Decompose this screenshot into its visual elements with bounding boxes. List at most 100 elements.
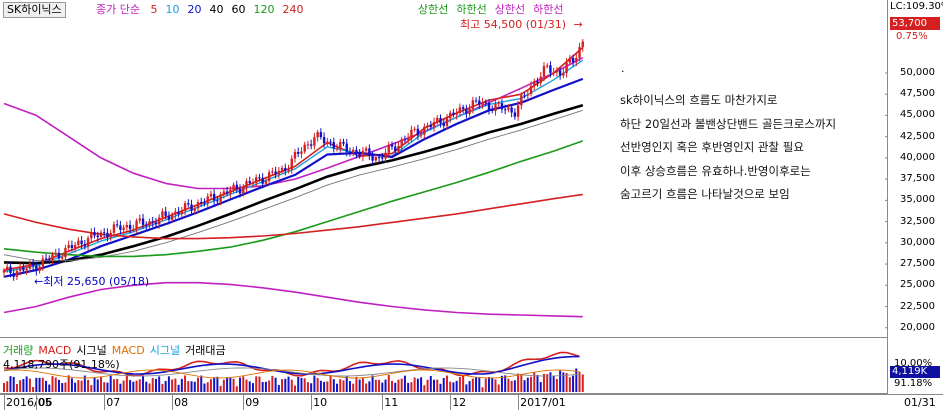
- candle-body: [352, 149, 355, 153]
- volume-bar: [371, 375, 374, 392]
- date-tick-label: 08: [174, 396, 189, 409]
- volume-bar: [103, 382, 106, 392]
- volume-bar: [6, 381, 9, 392]
- volume-bar: [361, 377, 364, 392]
- indicator-chart-svg[interactable]: [0, 338, 888, 394]
- volume-bar: [575, 368, 578, 392]
- volume-bar: [504, 375, 507, 392]
- candle-body: [212, 193, 216, 201]
- volume-bar: [510, 380, 513, 392]
- candle-body: [222, 191, 226, 195]
- candle-body: [99, 232, 103, 237]
- volume-bar: [284, 378, 287, 392]
- price-chart-panel[interactable]: [0, 0, 888, 338]
- volume-bar: [248, 381, 251, 392]
- volume-bar: [70, 378, 73, 392]
- candle-body: [67, 245, 70, 248]
- volume-bar: [429, 375, 432, 392]
- volume-bar: [83, 375, 86, 392]
- arrow-left-icon: ←: [34, 275, 44, 288]
- volume-bar: [581, 374, 584, 392]
- volume-bar: [171, 379, 174, 392]
- volume-bar: [468, 381, 471, 392]
- note-line: 이후 상승흐름은 유효하나.반영이후로는: [620, 163, 811, 178]
- volume-bar: [135, 380, 138, 392]
- volume-bar: [281, 379, 284, 392]
- candle-body: [12, 273, 15, 277]
- stock-name-box[interactable]: SK하이닉스: [3, 2, 66, 18]
- volume-bar: [442, 377, 445, 392]
- indicator-legend-item: MACD: [38, 344, 72, 357]
- candle-body: [187, 203, 190, 205]
- date-tick-mark: [450, 395, 452, 410]
- candle-body: [177, 211, 180, 215]
- volume-bar: [452, 382, 455, 392]
- volume-bar: [513, 380, 516, 392]
- date-axis-right-label: 01/31: [904, 396, 936, 409]
- high-label: 최고 54,500 (01/31): [460, 18, 567, 31]
- candle-body: [193, 208, 196, 211]
- candle-body: [64, 247, 67, 258]
- candle-body: [461, 107, 465, 110]
- volume-bar: [77, 380, 80, 392]
- candle-body: [581, 41, 584, 48]
- candle-body: [115, 224, 119, 226]
- volume-bar: [242, 376, 245, 392]
- candle-body: [35, 265, 38, 272]
- volume-bar: [112, 379, 115, 392]
- candle-body: [419, 134, 423, 136]
- price-chart-svg[interactable]: [0, 0, 888, 338]
- candle-body: [238, 188, 242, 194]
- price-tick-label: 42,500: [900, 130, 935, 142]
- candle-body: [358, 153, 361, 157]
- volume-bar: [100, 376, 102, 392]
- volume-bar: [462, 376, 465, 392]
- candle-body: [229, 189, 232, 194]
- date-tick-mark: [518, 395, 520, 410]
- volume-bar: [239, 377, 242, 392]
- candle-body: [242, 187, 245, 194]
- candle-body: [394, 146, 397, 152]
- candle-body: [6, 266, 9, 270]
- volume-bar: [129, 380, 132, 392]
- date-tick-mark: [104, 395, 106, 410]
- ma-period-40: 40: [209, 3, 224, 16]
- axis-top-label: LC:109.30%: [890, 1, 943, 12]
- volume-bar: [326, 381, 329, 392]
- volume-bar: [219, 385, 222, 392]
- volume-bar: [481, 387, 484, 392]
- candle-body: [339, 141, 342, 149]
- candle-body: [2, 270, 6, 273]
- volume-bar: [297, 376, 300, 392]
- volume-bar: [251, 383, 254, 392]
- date-tick-label: 09: [245, 396, 260, 409]
- volume-bar: [145, 381, 148, 392]
- candle-body: [245, 181, 248, 188]
- candle-body: [449, 112, 452, 119]
- volume-bar: [400, 378, 403, 392]
- volume-bar: [3, 383, 5, 392]
- volume-bar: [41, 377, 44, 392]
- indicator-legend-item: MACD: [111, 344, 145, 357]
- volume-bar: [507, 378, 510, 392]
- volume-bar: [316, 378, 319, 392]
- indicator-legend-item: 시그널: [76, 344, 107, 357]
- ma-120-line: [3, 140, 584, 258]
- volume-bar: [261, 382, 264, 392]
- candle-body: [364, 148, 368, 151]
- candle-body: [520, 95, 523, 106]
- volume-bar: [555, 378, 558, 392]
- volume-bar: [497, 384, 500, 392]
- note-line: 선반영인지 혹은 후반영인지 관찰 필요: [620, 140, 804, 154]
- volume-bar: [19, 380, 22, 392]
- indicator-panel[interactable]: [0, 338, 888, 394]
- price-tick-label: 20,000: [900, 321, 935, 333]
- candle-body: [196, 202, 200, 209]
- candle-body: [377, 157, 381, 159]
- volume-bar: [132, 381, 135, 392]
- candle-body: [507, 107, 510, 110]
- candle-body: [397, 145, 400, 152]
- volume-bar: [484, 378, 487, 392]
- macd-osc-line: [3, 369, 580, 379]
- volume-bar: [268, 380, 271, 392]
